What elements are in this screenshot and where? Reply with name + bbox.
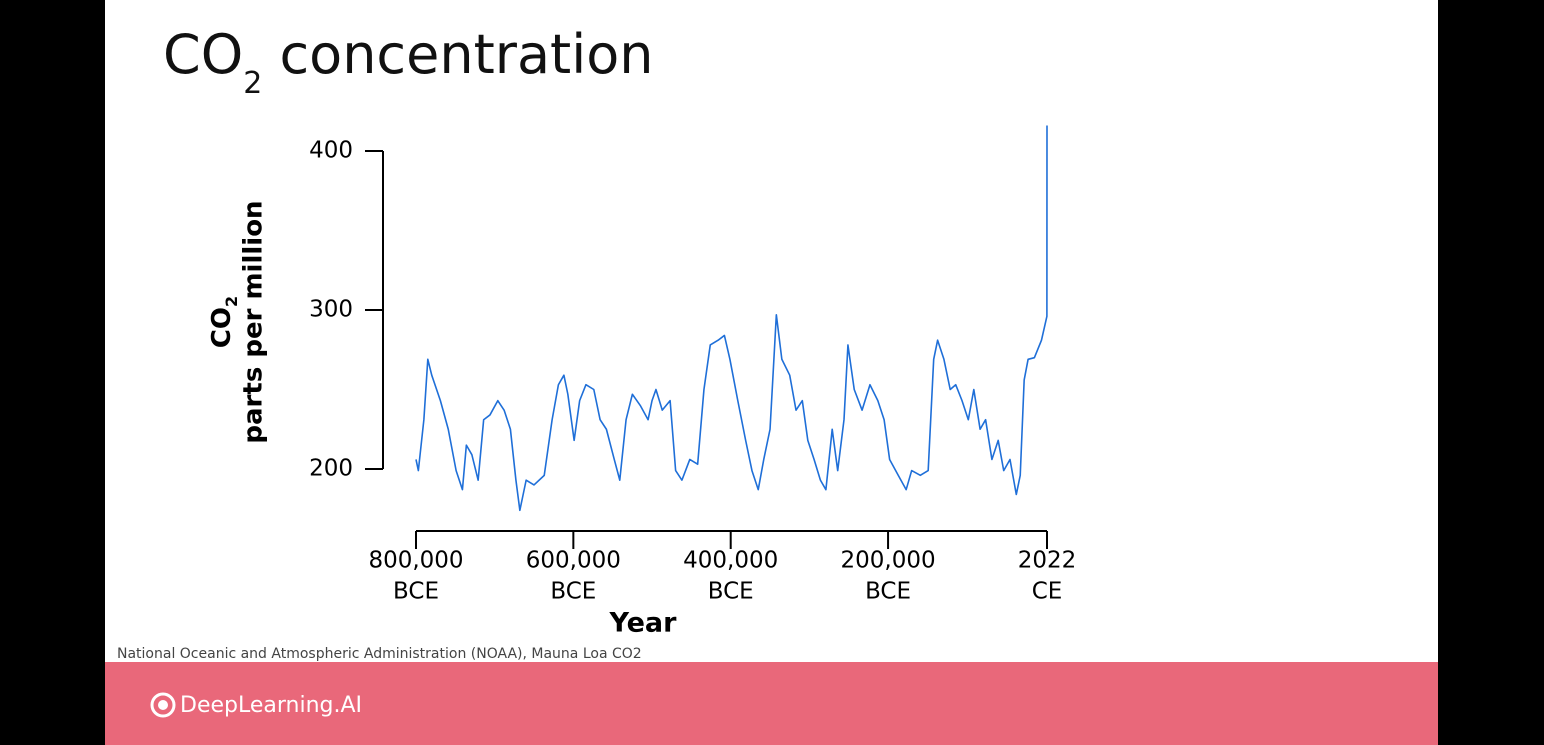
y-tick-label: 400 <box>309 138 353 164</box>
x-axis-title: Year <box>609 608 678 639</box>
y-axis-title-line2: parts per million <box>239 200 269 443</box>
x-tick-label: 400,000 <box>683 548 778 574</box>
data-line <box>415 125 1048 512</box>
source-note: National Oceanic and Atmospheric Adminis… <box>117 646 642 662</box>
x-tick-era: BCE <box>865 579 911 605</box>
logo-text: DeepLearning.AI <box>180 693 362 718</box>
y-tick-label: 200 <box>309 456 353 482</box>
title-text: CO <box>163 23 243 86</box>
y-tick-label: 300 <box>309 297 353 323</box>
footer-bar <box>105 662 1438 745</box>
x-tick-era: BCE <box>708 579 754 605</box>
logo-icon <box>150 692 176 718</box>
x-tick-label: 2022 <box>1018 548 1077 574</box>
title-rest: concentration <box>262 23 653 86</box>
y-axis-title: CO2 <box>207 296 241 348</box>
x-tick-era: BCE <box>393 579 439 605</box>
x-tick-label: 800,000 <box>368 548 463 574</box>
slide-background <box>105 0 1438 662</box>
x-tick-label: 600,000 <box>526 548 621 574</box>
y-axis-title-subscript: 2 <box>222 296 241 307</box>
y-axis-title-text: CO <box>207 307 237 348</box>
logo-icon-dot <box>158 700 168 710</box>
title-subscript: 2 <box>243 66 262 101</box>
x-tick-era: BCE <box>550 579 596 605</box>
slide-title: CO2 concentration <box>163 23 653 101</box>
x-tick-label: 200,000 <box>840 548 935 574</box>
x-tick-era: CE <box>1032 579 1063 605</box>
